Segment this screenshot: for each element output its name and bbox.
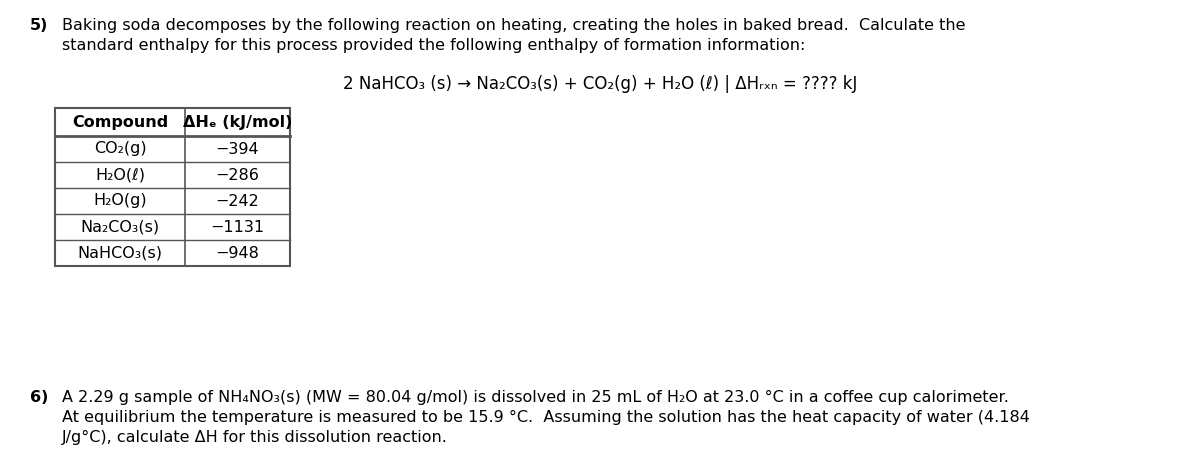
Text: 5): 5) (30, 18, 48, 33)
Text: CO₂(g): CO₂(g) (94, 142, 146, 157)
Text: −1131: −1131 (210, 219, 264, 235)
Text: 2 NaHCO₃ (s) → Na₂CO₃(s) + CO₂(g) + H₂O (ℓ) | ΔHᵣₓₙ = ???? kJ: 2 NaHCO₃ (s) → Na₂CO₃(s) + CO₂(g) + H₂O … (343, 75, 857, 93)
Text: J/g°C), calculate ΔH for this dissolution reaction.: J/g°C), calculate ΔH for this dissolutio… (62, 430, 448, 445)
Text: −948: −948 (216, 245, 259, 261)
Text: standard enthalpy for this process provided the following enthalpy of formation : standard enthalpy for this process provi… (62, 38, 805, 53)
Text: −286: −286 (216, 168, 259, 183)
Text: H₂O(ℓ): H₂O(ℓ) (95, 168, 145, 183)
Text: A 2.29 g sample of NH₄NO₃(s) (MW = 80.04 g/mol) is dissolved in 25 mL of H₂O at : A 2.29 g sample of NH₄NO₃(s) (MW = 80.04… (62, 390, 1009, 405)
Text: −242: −242 (216, 194, 259, 209)
Text: ΔHₑ (kJ/mol): ΔHₑ (kJ/mol) (182, 115, 292, 129)
Text: 6): 6) (30, 390, 48, 405)
Bar (55, 108, 290, 266)
Text: Na₂CO₃(s): Na₂CO₃(s) (80, 219, 160, 235)
Text: Compound: Compound (72, 115, 168, 129)
Text: At equilibrium the temperature is measured to be 15.9 °C.  Assuming the solution: At equilibrium the temperature is measur… (62, 410, 1030, 425)
Text: −394: −394 (216, 142, 259, 157)
Text: NaHCO₃(s): NaHCO₃(s) (78, 245, 162, 261)
Text: H₂O(g): H₂O(g) (94, 194, 146, 209)
Text: Baking soda decomposes by the following reaction on heating, creating the holes : Baking soda decomposes by the following … (62, 18, 966, 33)
